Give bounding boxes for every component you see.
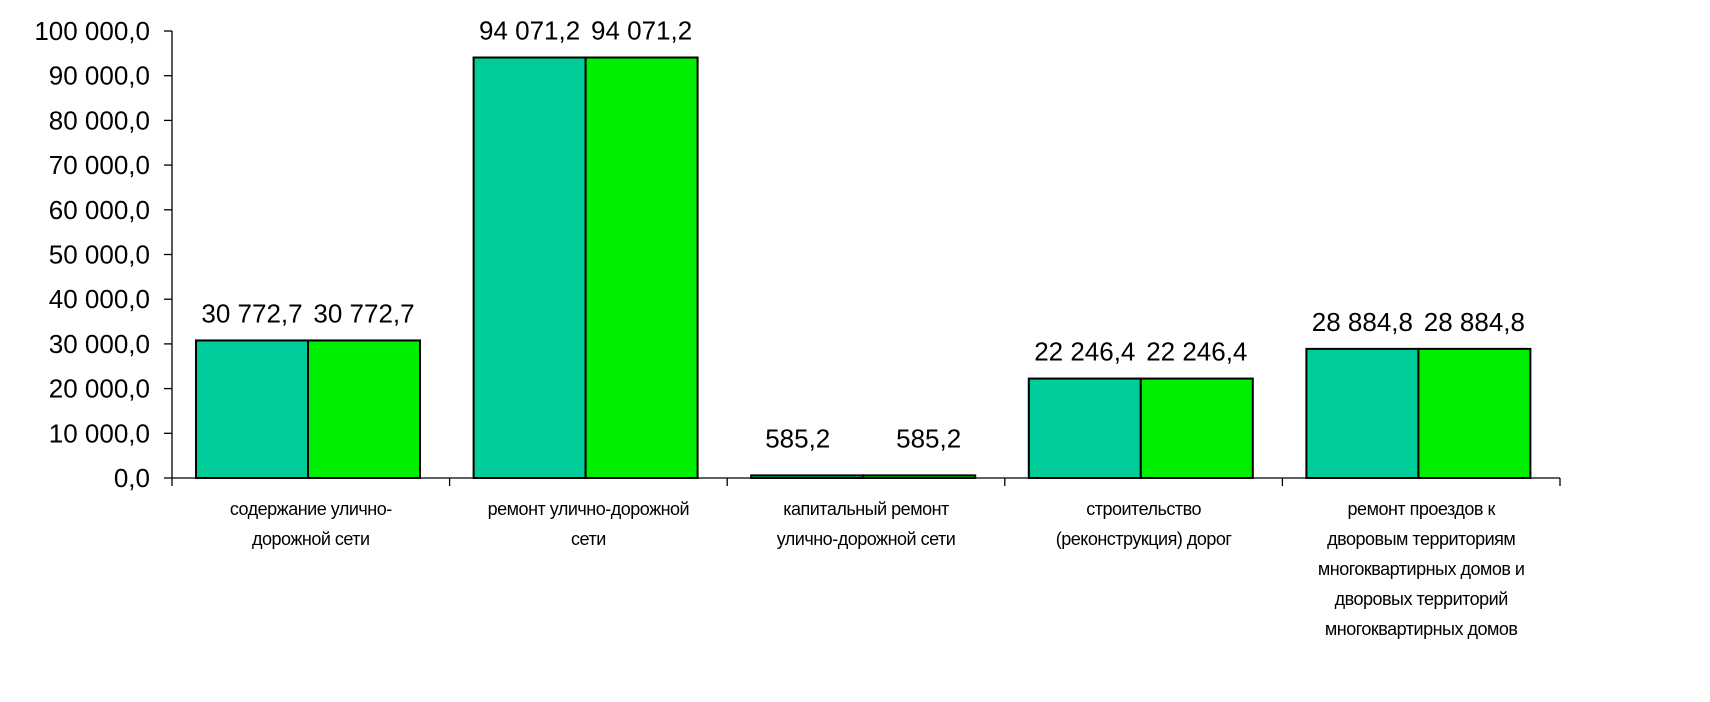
y-tick-label: 100 000,0 [34,16,150,46]
category-label: капитальный ремонт [783,499,949,519]
y-tick-label: 70 000,0 [49,150,150,180]
bar-series-2-cat-3 [862,474,977,479]
data-label: 30 772,7 [313,298,414,328]
data-label: 22 246,4 [1146,337,1247,367]
category-label: дворовым территориям [1327,529,1515,549]
bar-series-2-cat-4 [1139,377,1254,479]
data-label: 585,2 [896,423,961,453]
category-label: строительство [1086,499,1201,519]
bar-series-1-cat-4 [1027,377,1142,479]
category-label: дорожной сети [252,529,370,549]
bar-series-1-cat-5 [1305,347,1420,479]
data-label: 28 884,8 [1424,307,1525,337]
y-tick-label: 30 000,0 [49,329,150,359]
data-label: 585,2 [765,423,830,453]
category-label: дворовых территорий [1335,589,1508,609]
y-tick-label: 10 000,0 [49,418,150,448]
category-label: сети [571,529,606,549]
bar-series-1-cat-1 [195,339,309,480]
x-axis [171,477,1561,486]
y-tick-label: 50 000,0 [49,240,150,270]
data-label: 94 071,2 [479,16,580,46]
y-tick-label: 80 000,0 [49,105,150,135]
category-label: ремонт проездов к [1348,499,1496,519]
y-tick-label: 20 000,0 [49,374,150,404]
data-label: 94 071,2 [591,16,692,46]
bar-series-1-cat-3 [750,474,865,479]
category-label: многоквартирных домов [1325,619,1518,639]
category-label: ремонт улично-дорожной [488,499,689,519]
category-label: многоквартирных домов и [1318,559,1525,579]
y-tick-label: 90 000,0 [49,61,150,91]
y-tick-label: 60 000,0 [49,195,150,225]
data-label: 28 884,8 [1312,307,1413,337]
bar-series-2-cat-5 [1417,347,1532,479]
category-label: (реконструкция) дорог [1056,529,1233,549]
bar-series-1-cat-2 [472,56,587,479]
data-label: 30 772,7 [201,298,302,328]
category-labels: содержание улично-дорожной сети ремонт ул… [230,499,1525,639]
y-axis: 0,0 10 000,0 20 000,0 30 000,0 40 000,0 50 00… [34,16,173,493]
category-label: улично-дорожной сети [777,529,956,549]
bar-series-2-cat-1 [307,339,421,480]
y-tick-label: 40 000,0 [49,284,150,314]
data-label: 22 246,4 [1034,337,1135,367]
data-labels: 30 772,7 30 772,7 94 071,2 94 071,2 585,2 585… [201,16,1525,454]
y-tick-label: 0,0 [114,463,150,493]
category-label: содержание улично- [230,499,392,519]
bars [195,56,1532,480]
bar-series-2-cat-2 [584,56,699,479]
